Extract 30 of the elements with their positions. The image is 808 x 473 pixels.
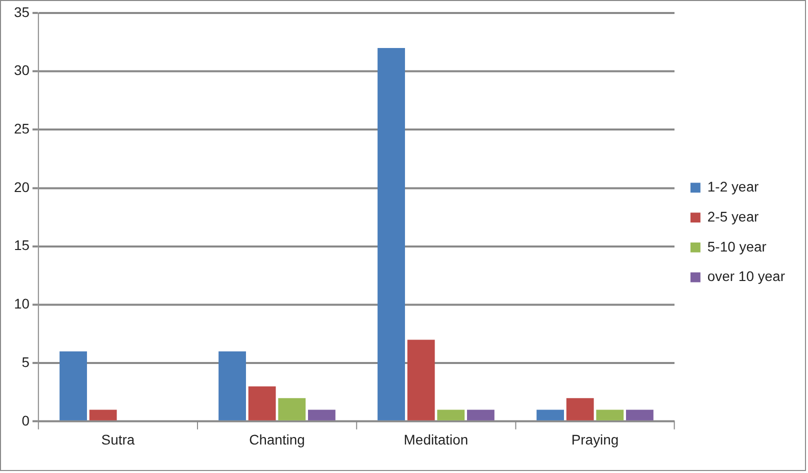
- bar: [536, 410, 564, 420]
- bar: [278, 398, 306, 420]
- legend-label: 5-10 year: [707, 238, 767, 254]
- x-tick-label: Chanting: [249, 432, 305, 448]
- x-tick-label: Sutra: [101, 432, 135, 448]
- y-tick-label: 30: [14, 62, 30, 78]
- bar: [60, 351, 87, 420]
- x-tick-label: Meditation: [404, 432, 468, 448]
- x-tick-label: Praying: [571, 432, 619, 448]
- bar: [626, 410, 654, 420]
- bar: [437, 410, 465, 420]
- y-tick-label: 35: [14, 4, 30, 20]
- legend-label: 1-2 year: [707, 178, 759, 195]
- bar: [218, 351, 246, 420]
- bar: [248, 386, 276, 420]
- bar: [89, 410, 117, 420]
- legend-label: over 10 year: [707, 268, 786, 284]
- legend-label: 2-5 year: [707, 208, 759, 224]
- y-tick-label: 15: [14, 237, 30, 254]
- bar: [596, 410, 624, 420]
- bar: [467, 410, 494, 420]
- y-tick-label: 25: [14, 120, 30, 136]
- y-tick-label: 5: [22, 354, 30, 370]
- y-tick-label: 0: [22, 412, 30, 428]
- bar: [378, 48, 405, 420]
- bar: [308, 410, 336, 420]
- y-tick-label: 10: [14, 296, 30, 312]
- bar: [407, 340, 435, 420]
- bar: [566, 398, 594, 420]
- y-tick-label: 20: [14, 178, 30, 195]
